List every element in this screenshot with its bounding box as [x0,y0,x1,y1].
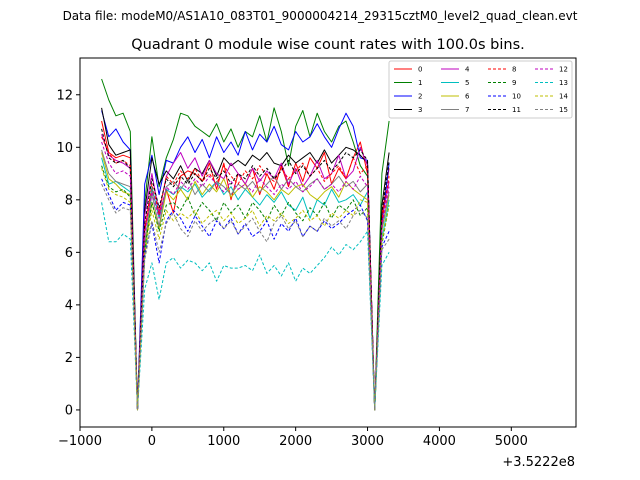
legend-box [388,60,573,119]
y-tick-label: 12 [56,88,73,103]
y-tick-label: 10 [56,141,73,156]
x-tick-label: 2000 [279,434,312,449]
series-layer [101,78,390,411]
chart-title: Quadrant 0 module wise count rates with … [131,37,525,53]
series-line-15 [101,183,390,411]
chart-suptitle: Data file: modeM0/AS1A10_083T01_90000042… [63,9,578,23]
legend-label-1: 1 [418,79,422,87]
legend-label-6: 6 [465,93,470,101]
series-line-7 [101,149,390,411]
x-offset-label: +3.5222e8 [502,455,575,470]
y-tick-label: 0 [65,403,73,418]
legend-label-13: 13 [559,79,568,87]
y-tick-label: 2 [65,351,73,366]
x-tick-label: 4000 [423,434,456,449]
y-axis: 0 2 4 6 8 10 12 [56,88,80,418]
legend-label-10: 10 [512,93,521,101]
x-axis: −1000 0 1000 2000 3000 4000 5000 [58,427,528,449]
x-tick-label: 5000 [495,434,528,449]
legend-label-4: 4 [465,66,470,74]
legend-label-2: 2 [418,93,422,101]
legend-label-12: 12 [559,66,568,74]
legend-label-5: 5 [465,79,469,87]
legend-label-8: 8 [512,66,516,74]
legend-label-15: 15 [559,106,568,114]
legend-label-14: 14 [559,93,568,101]
series-line-8 [101,136,390,411]
y-tick-label: 6 [65,246,73,261]
series-line-14 [101,168,390,411]
y-tick-label: 8 [65,193,73,208]
x-tick-label: 1000 [207,434,240,449]
legend-label-3: 3 [418,106,422,114]
series-line-2 [101,110,390,411]
legend-label-9: 9 [512,79,516,87]
series-line-12 [101,141,390,411]
y-tick-label: 4 [65,298,73,313]
series-line-13 [101,202,390,411]
series-line-10 [101,178,390,411]
legend-label-0: 0 [418,66,422,74]
legend-label-7: 7 [465,106,469,114]
series-line-3 [101,107,390,411]
plot-frame [79,57,577,428]
x-tick-label: 0 [148,434,156,449]
legend-label-11: 11 [512,106,521,114]
x-tick-label: 3000 [351,434,384,449]
series-line-11 [101,128,390,411]
x-tick-label: −1000 [58,434,102,449]
